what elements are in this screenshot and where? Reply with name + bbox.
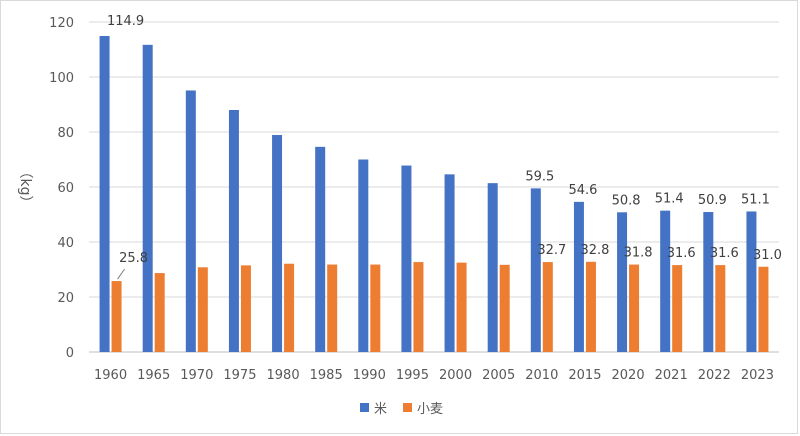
x-tick-label: 2015 [568, 368, 601, 383]
x-tick-label: 1985 [310, 368, 343, 383]
bar-rice [703, 212, 714, 352]
bar-wheat [240, 265, 251, 352]
bar-wheat [715, 265, 726, 352]
x-tick-label: 2010 [525, 368, 558, 383]
bar-wheat [499, 264, 510, 352]
legend-swatch-wheat [403, 403, 413, 412]
bar-wheat [111, 281, 122, 352]
x-tick-label: 1990 [353, 368, 386, 383]
x-tick-label: 1975 [223, 368, 256, 383]
legend-swatch-rice [360, 403, 369, 412]
leader-line [117, 268, 125, 280]
y-tick-label: 120 [49, 16, 74, 31]
bar-rice [142, 44, 153, 352]
bar-wheat [585, 261, 596, 352]
data-label-rice: 50.9 [698, 193, 727, 208]
x-tick-label: 1980 [267, 368, 300, 383]
legend-label-wheat: 小麦 [417, 402, 444, 417]
x-tick-label: 1965 [137, 368, 170, 383]
x-tick-label: 1995 [396, 368, 429, 383]
y-tick-label: 100 [49, 71, 74, 86]
data-label-rice: 51.4 [655, 192, 684, 207]
bar-rice [530, 188, 541, 352]
legend-label-rice: 米 [374, 402, 388, 417]
x-tick-label: 2020 [612, 368, 645, 383]
x-tick-label: 2023 [741, 368, 774, 383]
y-tick-label: 20 [57, 291, 74, 306]
bar-rice [573, 201, 584, 352]
data-label-rice: 114.9 [107, 14, 144, 29]
bar-rice [315, 146, 326, 352]
bar-rice [401, 165, 412, 352]
data-label-rice: 51.1 [741, 192, 770, 207]
data-label-rice: 59.5 [525, 169, 554, 184]
data-labels: 114.9 59.5 54.6 50.8 51.4 50.9 51.1 25.8 32.7 32.… [107, 14, 782, 280]
bar-wheat [284, 263, 295, 352]
x-tick-label: 2000 [439, 368, 472, 383]
bar-wheat [672, 265, 683, 352]
bar-rice [487, 183, 498, 352]
legend-item-wheat: 小麦 [403, 398, 443, 417]
bar-wheat [456, 262, 467, 352]
data-label-wheat: 32.8 [580, 243, 609, 258]
data-label-wheat: 32.7 [537, 243, 566, 258]
bar-wheat [327, 264, 338, 352]
axes: 0 20 40 60 80 100 120 （kg） 1960 1965 1970 1975 1980 1… [17, 16, 774, 383]
bar-wheat [413, 262, 424, 352]
y-tick-label: 80 [57, 126, 74, 141]
bar-wheat [629, 264, 640, 352]
bar-rice [272, 135, 283, 352]
bar-rice [617, 212, 628, 352]
x-tick-label: 1970 [180, 368, 213, 383]
bar-rice [228, 110, 239, 352]
data-label-wheat: 31.0 [753, 248, 782, 263]
data-label-rice: 50.8 [612, 193, 641, 208]
bars [99, 36, 769, 353]
bar-rice [746, 211, 757, 352]
data-label-wheat: 31.6 [710, 246, 739, 261]
bar-rice [358, 159, 369, 352]
x-tick-label: 1960 [94, 368, 127, 383]
data-label-rice: 54.6 [568, 183, 597, 198]
bar-wheat [197, 267, 208, 352]
x-tick-label: 2021 [655, 368, 688, 383]
bar-wheat [370, 264, 381, 352]
y-tick-label: 40 [57, 236, 74, 251]
bar-rice [185, 90, 196, 352]
x-tick-label: 2005 [482, 368, 515, 383]
x-tick-label: 2022 [698, 368, 731, 383]
bar-rice [444, 174, 455, 352]
legend-item-rice: 米 [360, 398, 387, 417]
bar-wheat [154, 273, 165, 352]
bar-wheat [542, 262, 553, 352]
bar-rice [99, 36, 110, 353]
y-tick-label: 0 [66, 346, 74, 361]
legend: 米 小麦 [360, 398, 443, 417]
bar-rice [660, 210, 671, 352]
data-label-wheat: 31.6 [667, 246, 696, 261]
y-axis-label: （kg） [17, 165, 33, 210]
data-label-wheat: 31.8 [624, 246, 653, 261]
data-label-wheat: 25.8 [119, 251, 148, 266]
bar-wheat [758, 266, 769, 352]
y-tick-label: 60 [57, 181, 74, 196]
